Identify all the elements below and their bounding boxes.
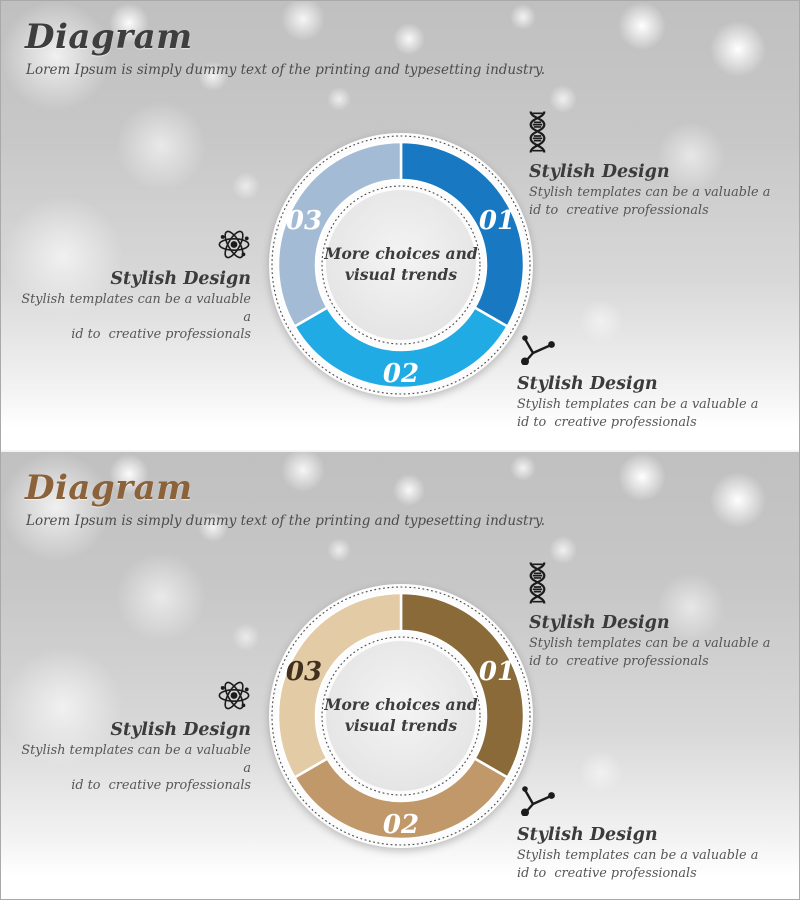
segment-number-01: 01 — [479, 206, 515, 236]
donut-segment-03 — [276, 591, 403, 780]
segment-number-01: 01 — [479, 657, 515, 687]
callout-title: Stylish Design — [110, 269, 251, 289]
page-title: Diagram — [25, 468, 193, 508]
segment-number-03: 03 — [286, 657, 322, 687]
molecule-icon — [517, 335, 557, 369]
callout-title: Stylish Design — [529, 613, 670, 633]
callout-description: Stylish templates can be a valuable a id… — [21, 292, 251, 343]
callout-dna: Stylish Design Stylish templates can be … — [529, 562, 779, 670]
callout-description: Stylish templates can be a valuable a id… — [517, 397, 759, 430]
callout-atom: Stylish Design Stylish templates can be … — [11, 680, 251, 795]
page-subtitle: Lorem Ipsum is simply dummy text of the … — [26, 62, 546, 78]
callout-atom: Stylish Design Stylish templates can be … — [11, 229, 251, 344]
inner-dotted-guide — [321, 636, 481, 796]
dna-icon — [529, 562, 546, 608]
page-subtitle: Lorem Ipsum is simply dummy text of the … — [26, 513, 546, 529]
atom-icon — [217, 230, 251, 264]
atom-icon — [217, 681, 251, 715]
callout-title: Stylish Design — [529, 162, 670, 182]
callout-title: Stylish Design — [517, 374, 658, 394]
callout-dna: Stylish Design Stylish templates can be … — [529, 111, 779, 219]
segment-number-02: 02 — [383, 810, 419, 840]
donut-segment-03 — [276, 140, 403, 329]
diagram-slide-blue: Diagram Lorem Ipsum is simply dummy text… — [1, 1, 799, 450]
segment-number-03: 03 — [286, 206, 322, 236]
callout-description: Stylish templates can be a valuable a id… — [517, 848, 759, 881]
diagram-slide-brown: Diagram Lorem Ipsum is simply dummy text… — [1, 450, 799, 899]
callout-molecule: Stylish Design Stylish templates can be … — [517, 333, 767, 431]
outer-dotted-guide — [271, 586, 531, 846]
donut-chart: 01 02 03 More choices and visual trends — [231, 546, 571, 886]
inner-dotted-guide — [321, 185, 481, 345]
callout-title: Stylish Design — [110, 720, 251, 740]
donut-center-disc — [326, 641, 476, 791]
callout-title: Stylish Design — [517, 825, 658, 845]
molecule-icon — [517, 786, 557, 820]
callout-description: Stylish templates can be a valuable a id… — [529, 185, 771, 218]
donut-center-label: More choices and visual trends — [324, 244, 478, 284]
callout-description: Stylish templates can be a valuable a id… — [529, 636, 771, 669]
callout-molecule: Stylish Design Stylish templates can be … — [517, 784, 767, 882]
donut-center-disc — [326, 190, 476, 340]
callout-description: Stylish templates can be a valuable a id… — [21, 743, 251, 794]
outer-dotted-guide — [271, 135, 531, 395]
donut-chart: 01 02 03 More choices and visual trends — [231, 95, 571, 435]
dna-icon — [529, 111, 546, 157]
page-title: Diagram — [25, 17, 193, 57]
donut-center-label: More choices and visual trends — [324, 695, 478, 735]
segment-number-02: 02 — [383, 359, 419, 389]
